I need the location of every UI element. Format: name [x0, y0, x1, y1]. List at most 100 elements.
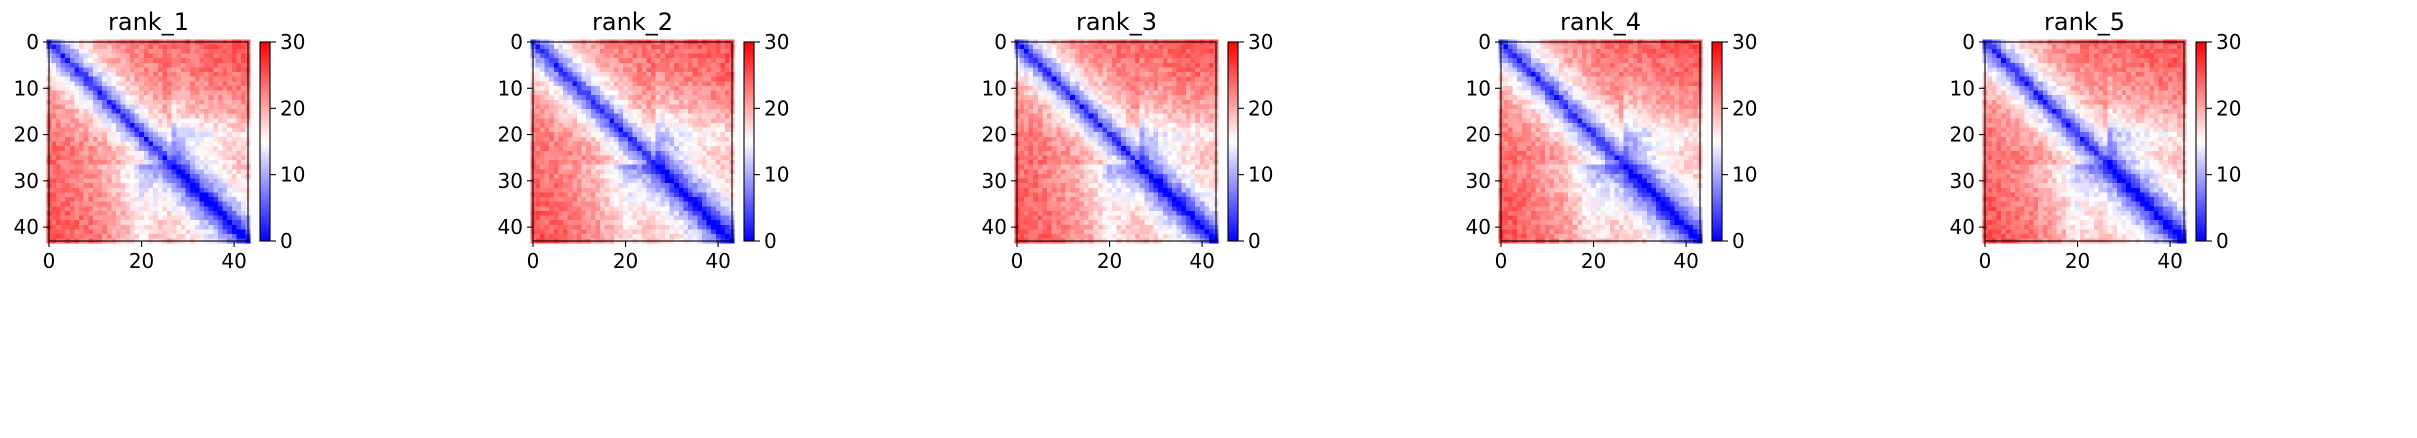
heatmap-cell — [720, 187, 726, 193]
heatmap-cell — [180, 90, 186, 96]
heatmap-cell — [701, 90, 707, 96]
heatmap-cell — [1116, 104, 1122, 110]
heatmap-cell — [674, 44, 680, 50]
heatmap-cell — [692, 234, 698, 239]
heatmap-cell — [618, 132, 624, 138]
heatmap-cell — [535, 169, 541, 175]
heatmap-cell — [613, 155, 619, 161]
heatmap-cell — [715, 132, 721, 138]
heatmap-cell — [190, 229, 196, 235]
heatmap-cell — [92, 155, 98, 161]
heatmap-cell — [51, 136, 57, 142]
heatmap-cell — [227, 169, 233, 175]
heatmap-cell — [106, 118, 112, 124]
heatmap-cell — [116, 122, 122, 128]
heatmap-cell — [120, 104, 126, 110]
heatmap-cell — [217, 104, 223, 110]
heatmap-cell — [1107, 67, 1113, 73]
heatmap-cell — [572, 187, 578, 193]
heatmap-cell — [618, 81, 624, 87]
heatmap-cell — [627, 160, 633, 165]
heatmap-cell — [720, 62, 726, 68]
heatmap-cell — [1065, 58, 1071, 64]
heatmap-cell — [715, 136, 721, 142]
heatmap-cell — [102, 220, 108, 226]
heatmap-cell — [595, 146, 601, 152]
heatmap-cell — [1130, 118, 1136, 124]
heatmap-cell — [669, 132, 675, 138]
heatmap-cell — [683, 210, 689, 216]
heatmap-cell — [153, 210, 159, 216]
heatmap-cell — [111, 44, 117, 50]
heatmap-cell — [1074, 85, 1080, 91]
heatmap-cell — [55, 113, 61, 119]
heatmap-cell — [1093, 72, 1099, 78]
heatmap-cell — [157, 127, 163, 133]
heatmap-cell — [549, 113, 555, 119]
heatmap-cell — [143, 53, 149, 59]
heatmap-cell — [51, 160, 57, 165]
heatmap-cell — [563, 197, 569, 202]
heatmap-cell — [655, 127, 661, 133]
heatmap-cell — [553, 44, 559, 50]
heatmap-cell — [204, 187, 209, 193]
heatmap-cell — [715, 58, 721, 64]
heatmap-cell — [204, 150, 209, 156]
heatmap-cell — [157, 224, 163, 230]
heatmap-cell — [1172, 76, 1177, 82]
heatmap-cell — [697, 206, 703, 212]
heatmap-cell — [646, 206, 652, 212]
heatmap-cell — [204, 127, 209, 133]
heatmap-cell — [1199, 136, 1205, 142]
heatmap-cell — [549, 44, 555, 50]
heatmap-cell — [701, 146, 707, 152]
heatmap-cell — [1139, 99, 1145, 105]
heatmap-cell — [604, 132, 610, 138]
heatmap-cell — [1139, 67, 1145, 73]
heatmap-cell — [1056, 58, 1062, 64]
heatmap-cell — [241, 136, 246, 142]
heatmap-cell — [651, 146, 656, 152]
heatmap-cell — [153, 141, 159, 147]
heatmap-cell — [134, 99, 140, 105]
heatmap-cell — [581, 224, 587, 230]
heatmap-cell — [1102, 136, 1108, 142]
heatmap-cell — [535, 127, 541, 133]
heatmap-cell — [655, 132, 661, 138]
heatmap-cell — [609, 210, 615, 216]
heatmap-cell — [697, 173, 703, 179]
heatmap-cell — [664, 160, 670, 165]
heatmap-cell — [697, 90, 703, 96]
heatmap-cell — [1125, 99, 1131, 105]
heatmap-cell — [651, 104, 656, 110]
heatmap-cell — [208, 44, 214, 50]
heatmap-cell — [1033, 53, 1039, 59]
heatmap-cell — [1051, 127, 1057, 133]
heatmap-cell — [660, 104, 666, 110]
heatmap-cell — [632, 76, 638, 82]
heatmap-cell — [701, 85, 707, 91]
heatmap-cell — [176, 206, 182, 212]
heatmap-cell — [618, 48, 624, 54]
heatmap-cell — [194, 85, 200, 91]
heatmap-cell — [125, 192, 131, 198]
heatmap-cell — [563, 104, 569, 110]
heatmap-cell — [641, 197, 647, 202]
heatmap-cell — [618, 109, 624, 115]
heatmap-cell — [227, 201, 233, 207]
heatmap-cell — [655, 53, 661, 59]
heatmap-cell — [581, 44, 587, 50]
heatmap-cell — [1093, 136, 1099, 142]
heatmap-cell — [1172, 141, 1177, 147]
heatmap-cell — [241, 53, 246, 59]
heatmap-cell — [171, 164, 177, 170]
heatmap-cell — [79, 234, 85, 239]
heatmap-cell — [535, 141, 541, 147]
heatmap-cell — [83, 160, 89, 165]
heatmap-cell — [604, 164, 610, 170]
heatmap-cell — [613, 127, 619, 133]
heatmap-cell — [92, 169, 98, 175]
heatmap-cell — [1181, 58, 1187, 64]
heatmap-cell — [167, 48, 172, 54]
